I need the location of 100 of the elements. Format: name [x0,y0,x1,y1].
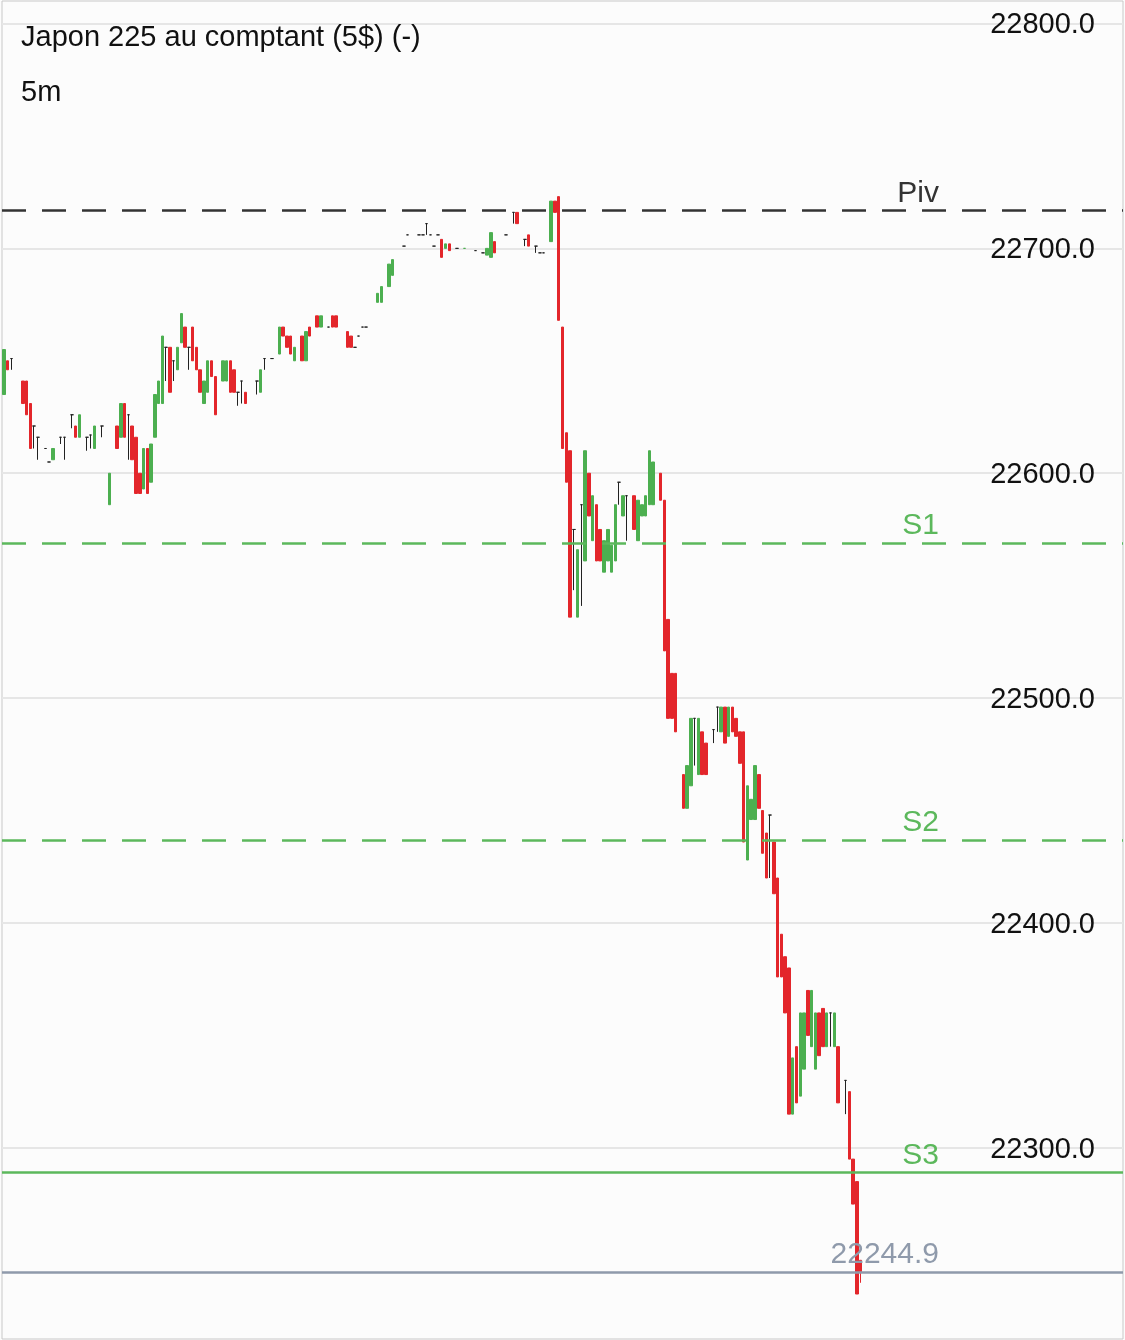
ref-line-label: Piv [897,174,939,208]
candlestick [123,403,126,438]
candlestick [693,717,696,767]
y-tick-label: 22300.0 [990,1131,1095,1164]
candlestick [825,1012,828,1048]
candlestick [757,774,761,809]
candlestick [753,765,757,821]
candlestick [346,331,349,348]
candlestick [682,774,685,809]
candlestick [829,1012,832,1048]
candlestick [172,360,175,382]
candlestick [315,315,319,328]
candlestick [527,234,530,247]
candlestick [791,1057,794,1115]
candlestick [836,1046,840,1104]
candlestick [51,448,55,461]
candlestick [229,360,232,393]
candlestick [719,706,723,733]
candlestick [731,706,734,733]
candlestick [119,403,123,438]
candlestick [142,448,145,490]
candlestick [795,1046,798,1104]
candlestick [387,263,391,288]
candlestick [799,1012,802,1097]
candlestick [580,504,583,607]
candlestick [259,369,262,393]
candlestick [587,472,591,517]
candlestick [100,425,104,438]
candlestick [255,380,259,396]
candlestick [534,245,538,254]
candlestick [293,346,296,362]
candlestick [697,717,700,776]
candlestick [2,349,6,396]
candlestick [331,315,334,328]
candlestick [549,200,553,243]
candlestick [225,360,228,382]
candlestick [89,434,92,449]
candlestick [723,706,727,744]
candlestick [768,814,772,879]
candlestick [74,425,77,438]
candlestick [161,335,164,405]
candlestick [304,331,308,362]
candlestick [636,499,640,542]
candlestick [78,414,81,438]
candlestick [221,360,225,382]
candlestick [625,495,628,542]
candlestick [349,335,353,348]
candlestick [32,425,36,449]
y-tick-label: 22400.0 [990,906,1095,939]
candlestick [576,549,579,618]
candlestick [289,335,292,355]
candlestick [115,425,119,449]
y-tick-label: 22800.0 [990,7,1095,40]
candlestick [444,243,447,249]
candlestick [6,360,9,371]
candlestick [319,315,323,328]
y-tick-label: 22600.0 [990,457,1095,490]
candlestick [300,335,304,362]
text: Japon 225 au comptant (5$) (-) [21,19,421,52]
candlestick [183,326,187,348]
candlestick [176,346,179,371]
candlestick [240,380,243,405]
candlestick [674,672,677,733]
candlestick [187,346,191,371]
candlestick [70,414,74,429]
candlestick [632,495,636,530]
candlestick [85,436,89,452]
candlestick [63,436,66,461]
candlestick [844,1079,847,1115]
candlestick [742,731,745,843]
candlestick [93,425,96,449]
candlestick [334,315,338,328]
candlestick [489,232,493,258]
candlestick [583,450,587,562]
candlestick [180,313,183,344]
candlestick [591,495,594,542]
candlestick [806,989,810,1036]
candlestick [127,414,130,461]
candlestick [557,196,560,321]
candlestick [746,785,749,861]
ref-line-label: S1 [902,507,939,541]
candlestick [380,286,383,303]
y-tick-label: 22500.0 [990,682,1095,715]
candlestick [572,528,576,591]
candlestick [36,436,40,461]
candlestick [108,472,111,506]
candlestick [308,326,311,337]
candlestick [621,495,625,517]
y-tick-label: 22700.0 [990,232,1095,265]
candlestick [515,211,519,225]
candlestick [448,243,451,252]
ref-line-label: S2 [902,804,939,838]
candlestick [833,1012,836,1048]
ref-line-label: S3 [902,1137,939,1171]
candlestick [700,731,704,776]
candlestick [817,1012,821,1057]
candlestick [278,326,281,355]
candlestick [617,481,621,506]
candlestick [149,443,153,483]
candlestick [440,238,443,258]
